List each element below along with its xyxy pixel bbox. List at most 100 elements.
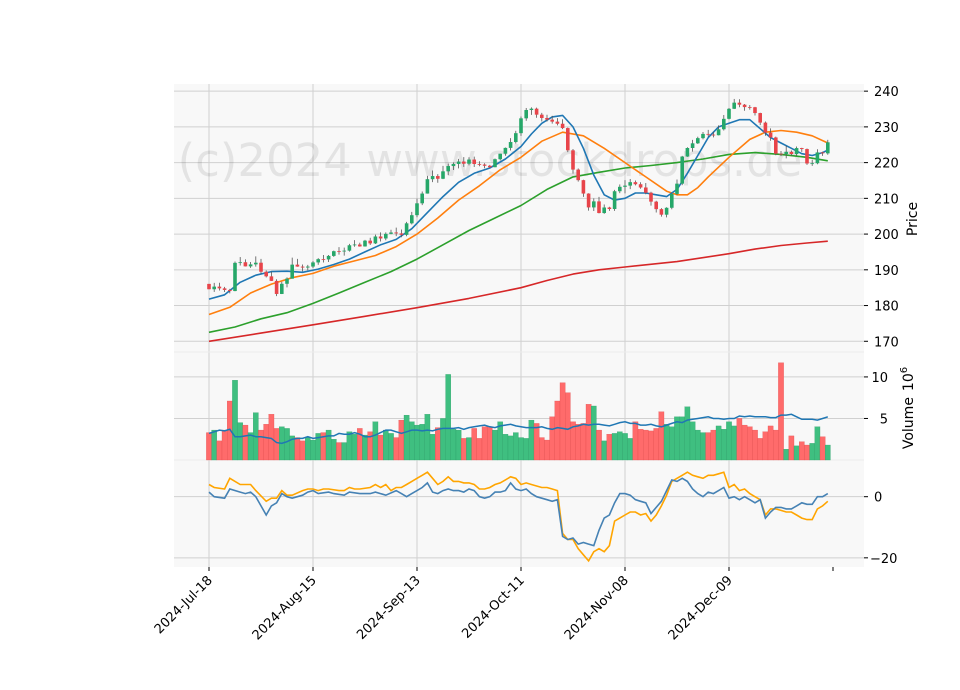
candle <box>238 257 242 266</box>
volume-bar <box>596 429 602 461</box>
volume-bar <box>331 439 337 461</box>
volume-bar <box>663 424 670 461</box>
volume-bar <box>575 424 581 461</box>
volume-bar <box>377 434 384 461</box>
oscillator-main-line <box>208 477 829 547</box>
candle <box>623 180 627 194</box>
volume-bar <box>242 424 249 461</box>
volume-bar <box>284 428 290 461</box>
candle <box>342 247 346 256</box>
candle-body <box>488 165 492 168</box>
candle <box>805 148 809 165</box>
candle-body <box>753 107 757 114</box>
candle-body <box>628 182 632 186</box>
candle <box>529 107 534 115</box>
candle <box>815 149 820 165</box>
candle-body <box>207 283 211 290</box>
candle <box>415 198 419 218</box>
volume-bar <box>362 434 368 461</box>
volume-tick-label: 10 <box>871 371 888 386</box>
candle <box>441 165 445 180</box>
volume-bar <box>799 441 805 461</box>
price-tick-label: 170 <box>874 335 899 350</box>
candle <box>789 150 794 156</box>
candle <box>696 136 700 144</box>
volume-bar <box>674 416 680 461</box>
volume-bar <box>606 434 613 461</box>
candle-body <box>300 266 305 268</box>
volume-bar <box>648 430 654 461</box>
candle-body <box>649 192 653 202</box>
volume-bar <box>398 419 405 461</box>
candle <box>462 157 466 167</box>
volume-bar <box>653 428 659 461</box>
candle <box>768 128 773 141</box>
volume-bar <box>601 440 607 461</box>
candle <box>680 155 684 186</box>
price-panel <box>174 84 864 352</box>
candle <box>519 116 523 136</box>
candle-body <box>576 169 580 181</box>
candle-body <box>425 179 430 194</box>
candle <box>503 147 508 156</box>
volume-bar <box>580 423 587 461</box>
candle-body <box>212 286 216 290</box>
volume-bar <box>622 433 628 461</box>
candle-body <box>477 164 482 165</box>
candle-body <box>233 262 237 292</box>
volume-bar <box>325 429 332 461</box>
candle <box>540 112 544 122</box>
volume-bar <box>372 421 379 461</box>
candle <box>363 239 367 247</box>
volume-bar <box>773 429 779 461</box>
candle <box>576 168 580 182</box>
candle-body <box>493 159 497 168</box>
volume-bar <box>700 432 706 461</box>
candle <box>233 261 237 292</box>
candle-body <box>794 148 799 155</box>
volume-bar <box>497 421 503 461</box>
candle <box>493 158 497 168</box>
candle-body <box>638 184 643 188</box>
volume-bar <box>736 418 743 461</box>
candle <box>753 106 757 116</box>
candle <box>685 147 690 157</box>
candle <box>217 282 222 291</box>
volume-bar <box>762 431 769 461</box>
volume-bar <box>424 414 431 461</box>
volume-bar <box>658 411 665 461</box>
candle-body <box>456 161 461 164</box>
volume-bar <box>263 424 269 461</box>
candle-body <box>592 201 596 208</box>
candle-body <box>451 163 456 167</box>
volume-bar <box>523 438 529 461</box>
candle <box>779 151 783 157</box>
volume-bar <box>669 426 675 461</box>
volume-bar <box>747 426 753 461</box>
candle-body <box>430 176 435 180</box>
volume-bar <box>513 432 519 461</box>
ma-20-line <box>208 114 829 300</box>
candle <box>784 145 788 159</box>
candle <box>644 183 648 195</box>
price-tick-label: 230 <box>874 121 899 136</box>
volume-bar <box>492 429 498 461</box>
volume-bar <box>643 429 649 461</box>
candle-body <box>540 114 544 118</box>
candle <box>456 158 461 169</box>
candle <box>295 258 300 267</box>
candle-body <box>524 110 528 119</box>
candle <box>347 243 352 252</box>
volume-bar <box>216 440 223 461</box>
ma-50-line <box>208 129 829 316</box>
grid <box>174 84 864 567</box>
candle <box>514 130 518 144</box>
candle-body <box>290 264 294 279</box>
candle <box>607 206 612 211</box>
candle-body <box>711 134 716 136</box>
candle-body <box>472 159 476 165</box>
candle-body <box>586 193 591 208</box>
volume-bar <box>767 425 774 461</box>
candle-body <box>410 215 414 224</box>
candle-body <box>722 118 726 130</box>
